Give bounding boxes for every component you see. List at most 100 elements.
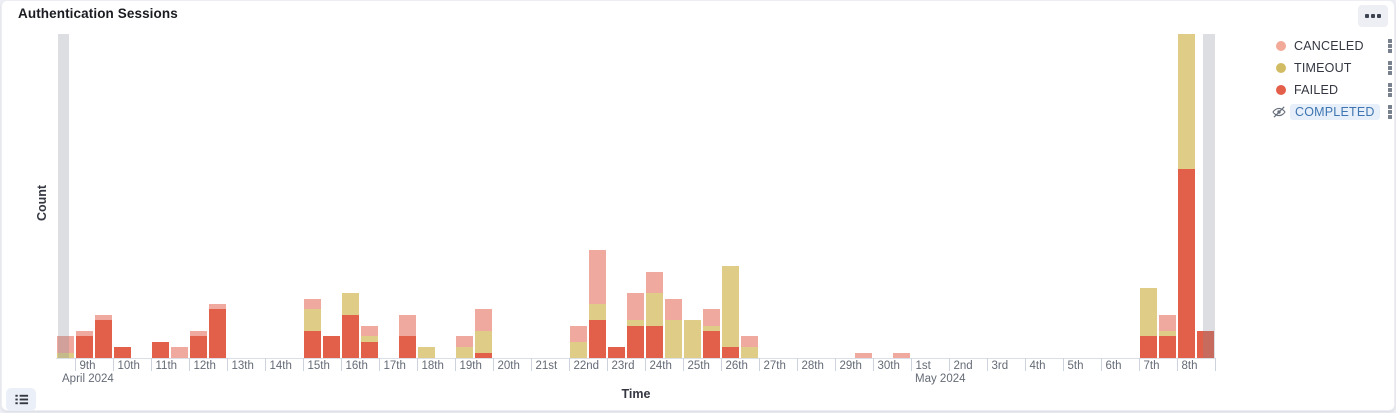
x-axis-tick: [986, 358, 988, 371]
bar-segment-timeout[interactable]: [740, 347, 758, 358]
bar-segment-timeout[interactable]: [664, 320, 682, 358]
legend-item-failed[interactable]: FAILED: [1270, 79, 1396, 101]
x-axis-tick-label: 28th: [801, 360, 824, 372]
bar-segment-canceled[interactable]: [588, 250, 606, 304]
bar-segment-canceled[interactable]: [170, 347, 188, 358]
bar-segment-failed[interactable]: [588, 320, 606, 358]
bar-segment-timeout[interactable]: [702, 325, 720, 331]
bar-segment-failed[interactable]: [702, 331, 720, 358]
bar-segment-canceled[interactable]: [360, 325, 378, 337]
bar-segment-canceled[interactable]: [303, 298, 321, 310]
bar-segment-timeout[interactable]: [569, 341, 587, 358]
legend-item-actions-button[interactable]: [1386, 81, 1395, 99]
bar-segment-timeout[interactable]: [1158, 331, 1176, 337]
legend-item-label: CANCELED: [1294, 39, 1364, 53]
bar-segment-timeout[interactable]: [474, 331, 492, 353]
bar-segment-timeout[interactable]: [683, 320, 701, 358]
bar-segment-canceled[interactable]: [626, 293, 644, 321]
x-axis-tick: [188, 358, 190, 371]
bar-segment-canceled[interactable]: [189, 331, 207, 337]
bar-segment-canceled[interactable]: [702, 309, 720, 326]
legend-toggle-button[interactable]: [6, 388, 36, 411]
x-axis-tick: [416, 358, 418, 371]
bar-segment-timeout[interactable]: [721, 266, 739, 348]
x-axis-tick: [340, 358, 342, 371]
x-axis-tick-label: 27th: [763, 360, 786, 372]
bar-segment-canceled[interactable]: [740, 336, 758, 348]
panel-options-button[interactable]: [1358, 5, 1388, 27]
x-axis-tick: [530, 358, 532, 371]
legend-item-actions-button[interactable]: [1386, 37, 1395, 55]
bar-segment-failed[interactable]: [645, 325, 663, 358]
bar-segment-canceled[interactable]: [75, 331, 93, 337]
y-axis-title: Count: [35, 184, 49, 221]
x-axis-tick-label: 2nd: [953, 360, 973, 372]
bar-segment-timeout[interactable]: [303, 309, 321, 331]
bar-segment-failed[interactable]: [94, 320, 112, 358]
bar-segment-canceled[interactable]: [455, 336, 473, 348]
bar-segment-failed[interactable]: [398, 336, 416, 358]
bar-segment-timeout[interactable]: [56, 352, 74, 358]
x-axis-tick: [834, 358, 836, 371]
bar-segment-failed[interactable]: [75, 336, 93, 358]
bar-segment-canceled[interactable]: [569, 325, 587, 342]
x-axis-tick: [112, 358, 114, 371]
bar-segment-failed[interactable]: [607, 347, 625, 358]
x-axis-tick-label: 26th: [725, 360, 748, 372]
bar-segment-canceled[interactable]: [892, 352, 910, 358]
x-axis-tick: [492, 358, 494, 371]
bar-segment-canceled[interactable]: [1158, 314, 1176, 331]
bar-segment-timeout[interactable]: [588, 304, 606, 321]
bar-segment-failed[interactable]: [360, 341, 378, 358]
legend-item-timeout[interactable]: TIMEOUT: [1270, 57, 1396, 79]
bar-segment-failed[interactable]: [1158, 336, 1176, 358]
bar-segment-canceled[interactable]: [854, 352, 872, 358]
x-axis-tick: [264, 358, 266, 371]
legend-item-actions-button[interactable]: [1386, 59, 1395, 77]
bar-segment-canceled[interactable]: [56, 336, 74, 353]
bar-segment-canceled[interactable]: [645, 271, 663, 294]
bar-segment-timeout[interactable]: [360, 336, 378, 342]
bar-segment-failed[interactable]: [113, 347, 131, 358]
x-axis-tick-label: 20th: [497, 360, 520, 372]
bar-segment-failed[interactable]: [626, 325, 644, 358]
bar-segment-failed[interactable]: [208, 309, 226, 358]
x-axis-tick: [910, 358, 912, 371]
bar-segment-canceled[interactable]: [664, 298, 682, 321]
bar-segment-failed[interactable]: [474, 352, 492, 358]
legend-item-completed[interactable]: COMPLETED: [1270, 101, 1396, 123]
bar-segment-failed[interactable]: [1177, 169, 1195, 358]
bar-segment-failed[interactable]: [151, 341, 169, 358]
boxes-vertical-icon: [1387, 105, 1392, 119]
bar-segment-canceled[interactable]: [474, 309, 492, 331]
bar-segment-failed[interactable]: [1196, 331, 1214, 358]
x-axis-tick: [758, 358, 760, 371]
legend-item-canceled[interactable]: CANCELED: [1270, 35, 1396, 57]
legend-item-actions-button[interactable]: [1386, 103, 1395, 121]
bar-segment-failed[interactable]: [1139, 336, 1157, 358]
bar-segment-canceled[interactable]: [208, 304, 226, 310]
bar-segment-timeout[interactable]: [1177, 34, 1195, 169]
bar-segment-timeout[interactable]: [341, 293, 359, 315]
boxes-vertical-icon: [1387, 83, 1392, 97]
x-axis-tick: [682, 358, 684, 371]
bar-segment-canceled[interactable]: [398, 314, 416, 337]
bar-segment-timeout[interactable]: [1139, 287, 1157, 337]
x-axis-tick-label: 15th: [307, 360, 330, 372]
bar-segment-failed[interactable]: [322, 336, 340, 358]
bar-segment-failed[interactable]: [341, 314, 359, 358]
bar-segment-timeout[interactable]: [645, 293, 663, 326]
x-axis-tick: [720, 358, 722, 371]
bar-segment-failed[interactable]: [721, 347, 739, 358]
partial-bucket-overlay: [58, 34, 69, 358]
bar-segment-failed[interactable]: [189, 336, 207, 358]
boxes-vertical-icon: [1387, 39, 1392, 53]
legend-item-label: COMPLETED: [1290, 104, 1380, 120]
bar-segment-timeout[interactable]: [455, 347, 473, 358]
x-axis-tick: [568, 358, 570, 371]
x-axis-tick-label: 14th: [269, 360, 292, 372]
bar-segment-timeout[interactable]: [626, 320, 644, 326]
bar-segment-timeout[interactable]: [417, 347, 435, 358]
bar-segment-failed[interactable]: [303, 331, 321, 358]
bar-segment-canceled[interactable]: [94, 314, 112, 321]
